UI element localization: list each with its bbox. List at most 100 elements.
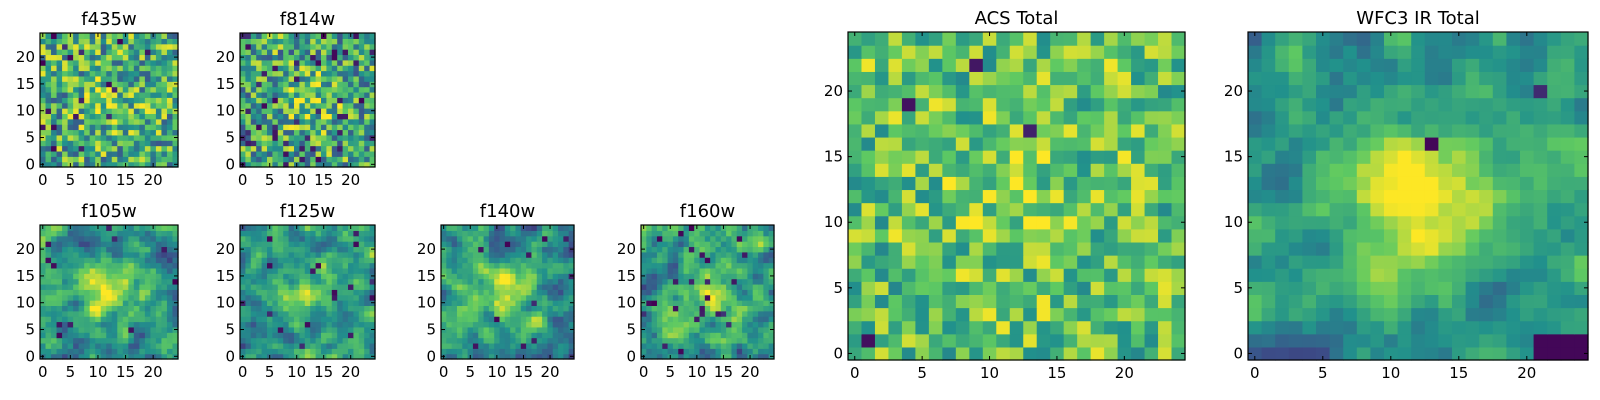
heatmap-cell (100, 246, 107, 253)
heatmap-cell (704, 230, 711, 237)
heatmap-cell (294, 294, 300, 301)
heatmap-cell (1560, 202, 1575, 217)
heatmap-cell (288, 337, 295, 344)
heatmap-cell (1131, 123, 1146, 138)
heatmap-cell (261, 283, 268, 290)
heatmap-cell (955, 58, 970, 72)
heatmap-cell (520, 316, 527, 323)
heatmap-cell (763, 316, 770, 323)
heatmap-cell (299, 49, 306, 56)
heatmap-cell (67, 65, 74, 72)
heatmap-cell (451, 251, 458, 258)
heatmap-cell (277, 43, 284, 50)
heatmap-cell (89, 118, 96, 125)
heatmap-cell (56, 353, 63, 360)
heatmap-cell (95, 332, 102, 339)
heatmap-cell (526, 283, 533, 290)
x-tick-label: 15 (514, 363, 533, 381)
heatmap-cell (73, 300, 80, 306)
y-tick-label: 5 (225, 321, 235, 339)
heatmap-cell (100, 156, 107, 163)
heatmap-cell (969, 241, 984, 256)
heatmap-cell (56, 70, 63, 77)
heatmap-cell (1547, 189, 1562, 204)
heatmap-cell (51, 321, 58, 328)
heatmap-cell (568, 251, 575, 258)
heatmap-cell (256, 124, 263, 131)
heatmap-cell (155, 300, 163, 306)
heatmap-cell (1050, 71, 1065, 86)
heatmap-cell (547, 300, 554, 306)
heatmap-cell (699, 326, 706, 333)
heatmap-cell (315, 118, 322, 125)
heatmap-cell (1465, 346, 1480, 361)
heatmap-cell (763, 246, 770, 253)
heatmap-cell (715, 337, 722, 344)
heatmap-cell (364, 348, 371, 355)
heatmap-cell (1438, 281, 1453, 295)
heatmap-cell (128, 257, 135, 264)
heatmap-cell (1009, 202, 1024, 217)
heatmap-cell (504, 273, 511, 280)
heatmap-cell (353, 294, 360, 301)
heatmap-cell (1302, 346, 1317, 361)
heatmap-cell (478, 348, 485, 355)
heatmap-cell (321, 289, 327, 296)
heatmap-cell (250, 59, 257, 66)
heatmap-cell (1384, 241, 1399, 256)
heatmap-cell (326, 294, 333, 301)
heatmap-cell (128, 134, 135, 141)
heatmap-cell (651, 321, 658, 328)
heatmap-cell (510, 310, 517, 317)
heatmap-cell (106, 273, 113, 280)
heatmap-cell (245, 267, 252, 274)
heatmap-cell (848, 32, 863, 46)
heatmap-cell (742, 241, 748, 248)
heatmap-cell (1009, 150, 1024, 164)
heatmap-cell (272, 161, 279, 168)
heatmap-cell (662, 273, 669, 280)
heatmap-cell (510, 230, 517, 237)
heatmap-cell (299, 134, 306, 141)
heatmap-cell (694, 326, 701, 333)
heatmap-cell (1050, 307, 1065, 322)
heatmap-cell (558, 353, 564, 360)
heatmap-cell (139, 97, 146, 104)
heatmap-cell (155, 257, 163, 264)
heatmap-cell (337, 294, 344, 301)
heatmap-cell (299, 91, 306, 98)
x-tick-label: 10 (687, 363, 706, 381)
heatmap-cell (122, 257, 129, 264)
heatmap-cell (1009, 241, 1024, 256)
heatmap-cell (56, 145, 63, 152)
heatmap-cell (272, 283, 279, 290)
heatmap-cell (321, 81, 327, 88)
heatmap-cell (646, 348, 653, 355)
heatmap-cell (1036, 136, 1051, 151)
heatmap-cell (78, 230, 85, 237)
heatmap-cell (656, 310, 663, 317)
heatmap-cell (304, 230, 311, 237)
heatmap-cell (726, 326, 733, 333)
heatmap-cell (656, 289, 663, 296)
heatmap-cell (861, 150, 876, 164)
heatmap-cell (337, 49, 344, 56)
heatmap-cell (128, 118, 135, 125)
heatmap-cell (240, 70, 246, 77)
heatmap-cell (656, 321, 663, 328)
heatmap-cell (494, 348, 501, 355)
heatmap-cell (520, 326, 527, 333)
heatmap-cell (261, 156, 268, 163)
heatmap-cell (95, 337, 102, 344)
heatmap-cell (641, 337, 647, 344)
heatmap-cell (1438, 255, 1453, 269)
heatmap-cell (1158, 32, 1173, 46)
heatmap-cell (1574, 307, 1589, 322)
heatmap-cell (240, 332, 246, 339)
heatmap-cell (62, 283, 69, 290)
heatmap-cell (133, 54, 140, 61)
heatmap-cell (150, 235, 157, 242)
heatmap-cell (558, 310, 564, 317)
heatmap-cell (662, 278, 669, 285)
heatmap-cell (1090, 123, 1105, 138)
